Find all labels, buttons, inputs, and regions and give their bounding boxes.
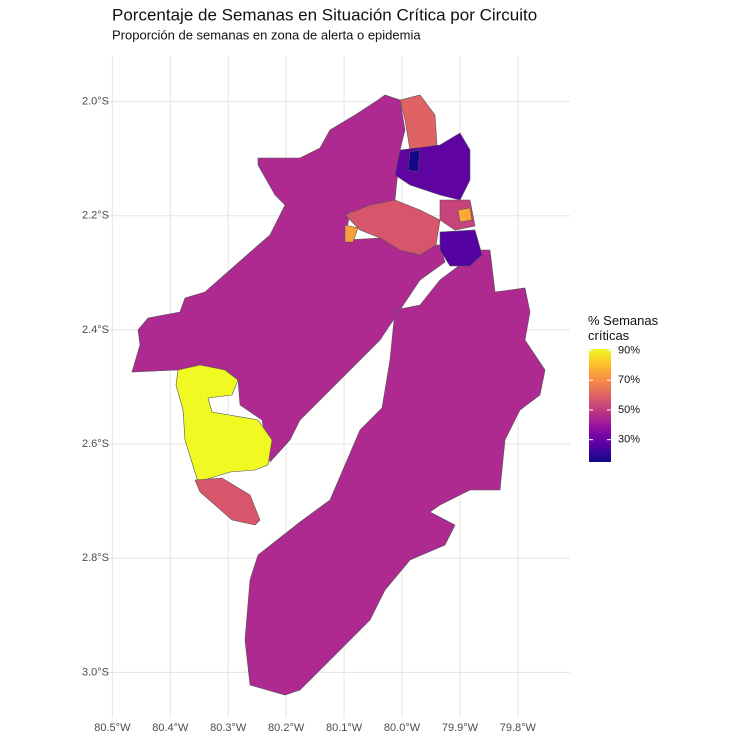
region: [194, 477, 261, 526]
chart-title: Porcentaje de Semanas en Situación Críti…: [112, 5, 537, 24]
region: [439, 229, 483, 267]
x-tick-label: 80.5°W: [94, 722, 131, 734]
region: [175, 364, 273, 483]
chart-subtitle: Proporción de semanas en zona de alerta …: [112, 27, 421, 42]
legend-tick-label: 50%: [618, 404, 640, 416]
y-tick-label: 2.4°S: [82, 324, 109, 336]
y-tick-label: 2.8°S: [82, 552, 109, 564]
y-tick-label: 2.2°S: [82, 210, 109, 222]
region: [244, 249, 546, 696]
legend-tick-label: 30%: [618, 434, 640, 446]
x-tick-label: 80.3°W: [210, 722, 247, 734]
region: [457, 207, 473, 223]
x-tick-label: 80.2°W: [268, 722, 305, 734]
colorbar: [589, 349, 611, 462]
x-tick-label: 80.1°W: [326, 722, 363, 734]
x-tick-label: 80.4°W: [152, 722, 189, 734]
region: [407, 149, 421, 173]
legend-tick-label: 90%: [618, 344, 640, 356]
region: [344, 224, 359, 243]
x-tick-label: 80.0°W: [384, 722, 421, 734]
region: [439, 199, 476, 231]
y-tick-label: 2.0°S: [82, 96, 109, 108]
y-tick-label: 3.0°S: [82, 666, 109, 678]
x-tick-label: 79.8°W: [500, 722, 537, 734]
region: [394, 132, 471, 201]
region: [399, 94, 438, 151]
region: [344, 199, 441, 256]
legend-tick-label: 70%: [618, 374, 640, 386]
legend-title: % Semanas críticas: [588, 313, 659, 343]
x-tick-label: 79.9°W: [442, 722, 479, 734]
y-tick-label: 2.6°S: [82, 438, 109, 450]
